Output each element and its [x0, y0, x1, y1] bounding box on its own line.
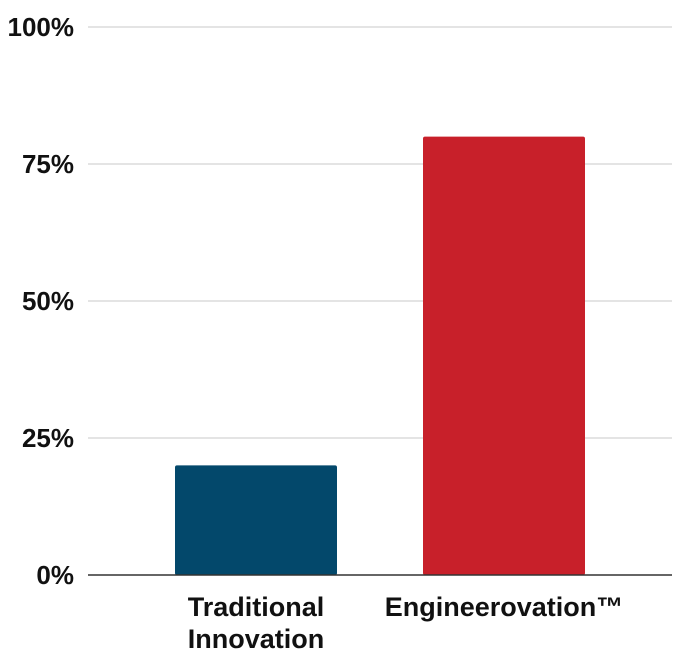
y-tick-label: 0% — [36, 560, 74, 590]
bar-1 — [423, 136, 585, 575]
bars — [175, 136, 585, 575]
y-axis-tick-labels: 0% 25% 50% 75% 100% — [8, 12, 75, 590]
y-tick-label: 25% — [22, 423, 74, 453]
y-tick-label: 100% — [8, 12, 75, 42]
x-category-label: Engineerovation™ — [385, 592, 624, 622]
x-category-label: Traditional Innovation — [188, 592, 325, 654]
y-tick-label: 50% — [22, 286, 74, 316]
bar-0 — [175, 465, 337, 575]
y-tick-label: 75% — [22, 149, 74, 179]
x-axis-category-labels: Traditional Innovation Engineerovation™ — [188, 592, 624, 654]
